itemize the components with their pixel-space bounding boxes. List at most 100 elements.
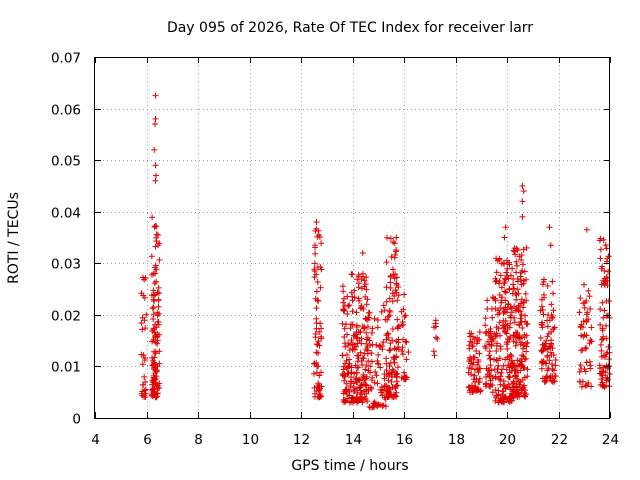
data-point bbox=[549, 278, 556, 285]
data-point bbox=[311, 274, 318, 281]
data-point bbox=[484, 297, 491, 304]
data-point bbox=[600, 236, 607, 243]
data-point bbox=[317, 284, 324, 291]
data-point bbox=[341, 295, 348, 302]
data-point bbox=[356, 377, 363, 384]
data-point bbox=[588, 324, 595, 331]
data-point bbox=[466, 383, 473, 390]
data-point bbox=[312, 227, 319, 234]
data-point bbox=[585, 287, 592, 294]
data-point bbox=[353, 369, 360, 376]
data-point bbox=[540, 311, 547, 318]
x-tick-label: 10 bbox=[242, 432, 259, 448]
y-tick-label: 0.06 bbox=[51, 103, 81, 119]
data-point bbox=[149, 271, 156, 278]
data-point bbox=[583, 382, 590, 389]
data-point bbox=[344, 311, 351, 318]
data-point bbox=[430, 348, 437, 355]
data-point bbox=[153, 172, 160, 179]
data-point bbox=[484, 338, 491, 345]
data-point bbox=[601, 383, 608, 390]
data-point bbox=[548, 301, 555, 308]
data-point bbox=[587, 362, 594, 369]
data-point bbox=[387, 235, 394, 242]
data-point bbox=[587, 337, 594, 344]
data-point bbox=[504, 396, 511, 403]
data-point bbox=[351, 386, 358, 393]
data-point bbox=[378, 308, 385, 315]
data-point bbox=[512, 342, 519, 349]
data-point bbox=[150, 378, 157, 385]
data-point bbox=[373, 372, 380, 379]
data-point bbox=[509, 265, 516, 272]
data-point bbox=[141, 276, 148, 283]
data-point bbox=[476, 329, 483, 336]
data-point bbox=[597, 255, 604, 262]
data-point bbox=[583, 344, 590, 351]
data-point bbox=[391, 345, 398, 352]
data-point bbox=[510, 285, 517, 292]
data-point bbox=[518, 312, 525, 319]
data-point bbox=[543, 337, 550, 344]
data-point bbox=[138, 320, 145, 327]
data-point bbox=[485, 366, 492, 373]
data-point bbox=[504, 306, 511, 313]
data-point bbox=[401, 313, 408, 320]
data-point bbox=[151, 361, 158, 368]
data-point bbox=[492, 295, 499, 302]
data-point bbox=[489, 338, 496, 345]
data-point bbox=[471, 372, 478, 379]
data-point bbox=[150, 287, 157, 294]
data-point bbox=[150, 311, 157, 318]
data-point bbox=[521, 268, 528, 275]
data-point bbox=[486, 355, 493, 362]
data-point bbox=[354, 334, 361, 341]
data-point bbox=[603, 322, 610, 329]
data-point bbox=[432, 320, 439, 327]
data-point bbox=[339, 283, 346, 290]
x-tick-label: 14 bbox=[345, 432, 362, 448]
data-point bbox=[152, 162, 159, 169]
data-point bbox=[318, 335, 325, 342]
data-point bbox=[392, 251, 399, 258]
y-tick-label: 0.01 bbox=[51, 360, 81, 376]
data-point bbox=[507, 272, 514, 279]
data-point bbox=[502, 328, 509, 335]
data-point bbox=[368, 385, 375, 392]
data-point bbox=[339, 320, 346, 327]
data-point bbox=[312, 330, 319, 337]
data-point bbox=[600, 314, 607, 321]
data-point bbox=[511, 314, 518, 321]
data-point bbox=[378, 384, 385, 391]
data-point bbox=[604, 364, 611, 371]
data-point bbox=[149, 305, 156, 312]
data-point bbox=[496, 332, 503, 339]
data-point bbox=[343, 387, 350, 394]
data-point bbox=[400, 321, 407, 328]
data-point bbox=[378, 389, 385, 396]
data-point bbox=[474, 366, 481, 373]
data-point bbox=[386, 307, 393, 314]
data-point bbox=[142, 325, 149, 332]
data-point bbox=[601, 307, 608, 314]
x-tick-label: 6 bbox=[143, 432, 152, 448]
data-point bbox=[375, 351, 382, 358]
data-point bbox=[482, 381, 489, 388]
data-point bbox=[383, 284, 390, 291]
data-point bbox=[520, 188, 527, 195]
data-point bbox=[348, 336, 355, 343]
data-point bbox=[155, 321, 162, 328]
data-point bbox=[541, 341, 548, 348]
data-point bbox=[546, 357, 553, 364]
data-point bbox=[514, 286, 521, 293]
chart-title: Day 095 of 2026, Rate Of TEC Index for r… bbox=[167, 20, 533, 36]
data-point bbox=[519, 182, 526, 189]
data-point bbox=[583, 297, 590, 304]
data-point bbox=[361, 324, 368, 331]
data-point bbox=[487, 372, 494, 379]
data-point bbox=[155, 297, 162, 304]
data-point bbox=[346, 302, 353, 309]
data-point bbox=[365, 386, 372, 393]
data-point bbox=[598, 353, 605, 360]
data-point bbox=[578, 347, 585, 354]
